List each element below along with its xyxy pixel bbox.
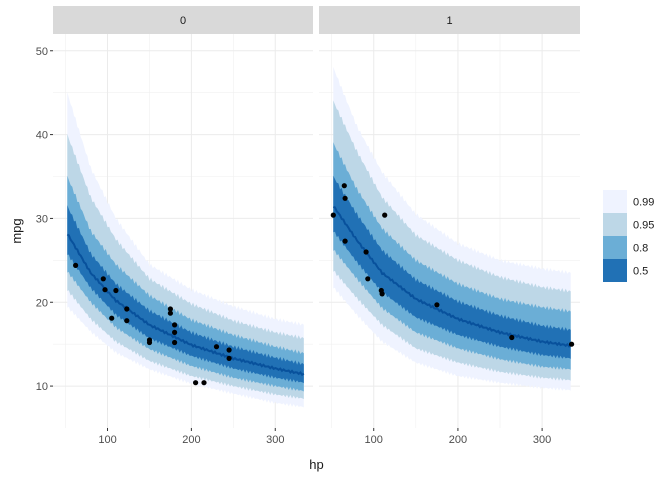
data-point — [172, 322, 178, 328]
y-tick-label: 50 — [36, 46, 48, 58]
ribbon-0_5 — [67, 205, 304, 384]
data-point — [124, 306, 130, 312]
strip-background — [319, 6, 580, 34]
data-point — [201, 380, 207, 386]
data-point — [172, 339, 178, 346]
strip-label: 0 — [180, 15, 186, 27]
data-point — [365, 276, 371, 282]
legend-label: 0.99 — [633, 197, 654, 209]
data-point — [100, 276, 106, 282]
data-point — [102, 287, 108, 293]
strip-label: 1 — [446, 15, 452, 27]
data-point — [434, 302, 440, 308]
data-point — [146, 339, 153, 346]
data-point — [213, 344, 220, 350]
legend-label: 0.5 — [633, 266, 648, 278]
y-tick-label: 20 — [36, 297, 48, 309]
y-tick-label: 30 — [36, 213, 48, 225]
data-point — [113, 287, 119, 294]
median-line — [333, 205, 572, 348]
ribbon-0_8 — [333, 142, 571, 370]
strip-background — [53, 6, 313, 34]
data-point — [124, 318, 130, 324]
data-point — [226, 355, 232, 361]
data-point — [379, 291, 385, 297]
legend-label: 0.8 — [633, 243, 648, 255]
data-point — [193, 380, 199, 386]
panel-1: 1 100 200 300 — [319, 6, 580, 446]
legend-key-0_95 — [603, 213, 627, 236]
data-point — [342, 195, 348, 201]
y-tick-label: 10 — [36, 381, 48, 393]
x-tick-label: 300 — [533, 434, 551, 446]
data-point — [172, 329, 178, 335]
y-axis: 10 20 30 40 50 — [36, 46, 53, 393]
data-point — [330, 212, 336, 218]
x-tick-label: 200 — [449, 434, 467, 446]
legend-key-0_8 — [603, 236, 627, 259]
x-tick-label: 100 — [365, 434, 383, 446]
data-point — [569, 341, 575, 347]
legend-key-0_99 — [603, 190, 627, 213]
y-tick-label: 40 — [36, 130, 48, 142]
x-tick-label: 200 — [182, 434, 200, 446]
x-axis-title: hp — [309, 457, 323, 472]
data-point — [341, 183, 347, 189]
legend-key-0_5 — [603, 259, 627, 282]
data-point — [109, 315, 115, 321]
data-point — [382, 212, 388, 218]
data-point — [167, 310, 173, 316]
data-point — [73, 262, 79, 268]
data-point — [226, 347, 232, 353]
data-point — [363, 249, 369, 255]
legend: 0.99 0.95 0.8 0.5 — [603, 190, 654, 282]
data-point — [342, 238, 348, 244]
y-axis-title: mpg — [9, 218, 24, 243]
data-point — [167, 306, 173, 312]
panel-0: 0 100 200 300 — [53, 6, 313, 446]
data-point — [509, 334, 515, 341]
x-tick-label: 300 — [266, 434, 284, 446]
legend-label: 0.95 — [633, 220, 654, 232]
x-tick-label: 100 — [98, 434, 116, 446]
